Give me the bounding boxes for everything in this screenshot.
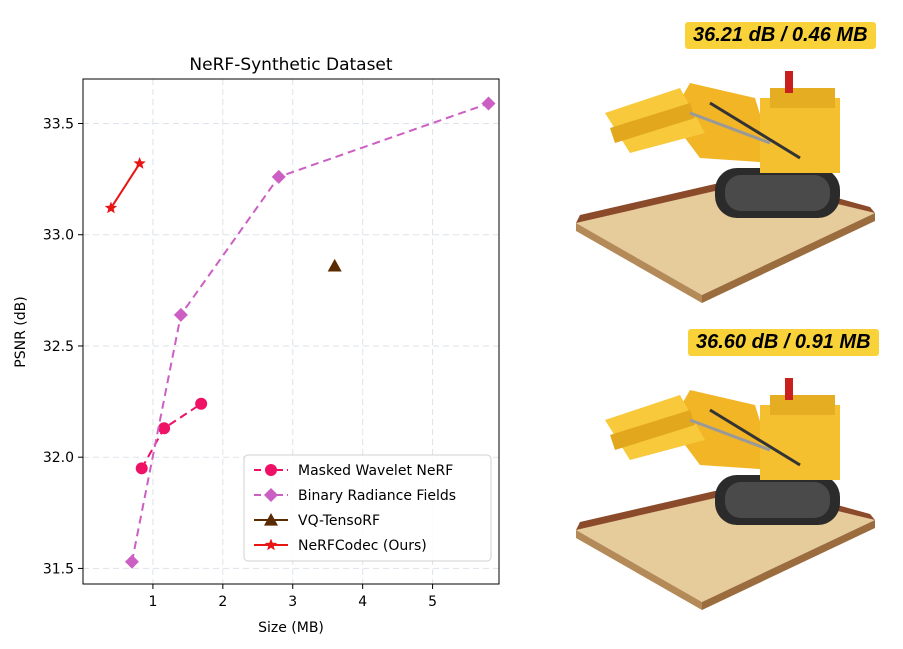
diamond-marker	[124, 554, 139, 569]
legend-entry: Binary Radiance Fields	[254, 488, 456, 504]
x-tick-label: 1	[148, 594, 157, 610]
legend-label: NeRFCodec (Ours)	[298, 538, 427, 554]
diamond-marker	[264, 488, 278, 502]
legend-box	[243, 454, 492, 562]
y-tick-label: 31.5	[43, 561, 74, 577]
chart-title: NeRF-Synthetic Dataset	[189, 55, 392, 75]
diamond-marker	[481, 96, 496, 111]
render-label-top: 36.21 dB / 0.46 MB	[685, 22, 876, 49]
legend-label: Masked Wavelet NeRF	[298, 463, 453, 479]
triangle-marker	[264, 513, 278, 526]
x-tick-label: 2	[218, 594, 227, 610]
bulldozer-render-icon	[576, 71, 875, 303]
series-layer	[104, 96, 496, 569]
legend-entry: Masked Wavelet NeRF	[254, 463, 453, 479]
triangle-marker	[327, 258, 342, 272]
legend-label: VQ-TensoRF	[298, 513, 380, 529]
series-line	[140, 402, 202, 469]
y-axis-label: PSNR (dB)	[13, 296, 29, 367]
render-label-bottom: 36.60 dB / 0.91 MB	[688, 329, 879, 356]
x-tick-label: 5	[428, 594, 437, 610]
legend-label: Binary Radiance Fields	[298, 488, 456, 504]
x-axis-label: Size (MB)	[258, 620, 324, 636]
tick-layer: 1 2 3 4 5 31.5 32.0 32.5 33.0 33.5	[43, 116, 437, 610]
series-line	[110, 162, 141, 209]
y-tick-label: 32.0	[43, 450, 74, 466]
legend-entry: NeRFCodec (Ours)	[254, 538, 427, 554]
series-nerfcodec-ours-	[104, 157, 146, 214]
series-binary-radiance-fields	[124, 96, 496, 569]
y-tick-label: 32.5	[43, 339, 74, 355]
psnr-size-chart: NeRF-Synthetic Dataset 1 2 3 4 5 31.5 32.0 32.5…	[13, 55, 500, 636]
x-tick-label: 3	[288, 594, 297, 610]
legend: Masked Wavelet NeRF Binary Radiance Field…	[243, 454, 492, 562]
render-panel-bottom: 36.60 dB / 0.91 MB	[560, 325, 890, 615]
legend-entry: VQ-TensoRF	[254, 513, 380, 529]
diamond-marker	[271, 169, 286, 184]
x-tick-label: 4	[358, 594, 367, 610]
bulldozer-render-icon	[576, 378, 875, 610]
star-marker	[133, 157, 146, 169]
star-marker	[104, 201, 118, 214]
circle-marker	[158, 422, 171, 435]
diamond-marker	[173, 307, 188, 322]
plot-frame	[82, 78, 500, 585]
circle-marker	[195, 397, 208, 410]
series-vq-tensorf	[327, 258, 342, 272]
series-masked-wavelet-nerf	[135, 397, 208, 475]
y-tick-label: 33.5	[43, 116, 74, 132]
render-panel-top: 36.21 dB / 0.46 MB	[560, 18, 890, 308]
circle-marker	[135, 462, 148, 475]
y-tick-label: 33.0	[43, 228, 74, 244]
star-marker	[264, 538, 278, 551]
circle-marker	[265, 464, 277, 476]
